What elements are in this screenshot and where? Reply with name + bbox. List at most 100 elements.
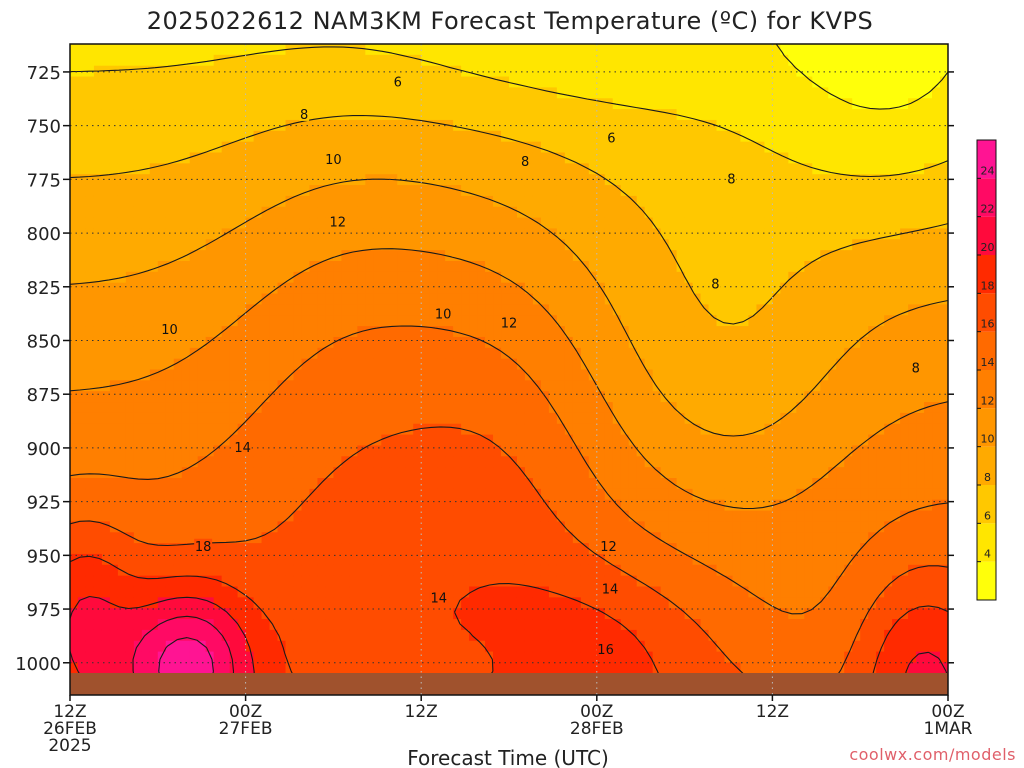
temperature-cell (261, 44, 271, 56)
temperature-cell (125, 619, 135, 631)
temperature-cell (684, 76, 694, 88)
temperature-cell (644, 76, 654, 88)
temperature-cell (532, 271, 542, 284)
temperature-cell (580, 347, 590, 360)
temperature-cell (293, 499, 303, 512)
temperature-cell (485, 130, 494, 143)
temperature-cell (357, 445, 366, 457)
temperature-cell (509, 597, 518, 609)
temperature-cell (636, 445, 646, 457)
temperature-cell (277, 347, 287, 360)
temperature-cell (149, 380, 159, 392)
temperature-cell (325, 488, 334, 501)
temperature-cell (445, 651, 454, 664)
temperature-cell (301, 98, 311, 110)
temperature-cell (501, 44, 510, 56)
temperature-cell (277, 195, 287, 208)
temperature-cell (365, 163, 374, 175)
temperature-cell (692, 261, 702, 273)
temperature-cell (493, 250, 502, 262)
temperature-cell (349, 488, 358, 501)
temperature-cell (532, 575, 542, 588)
temperature-cell (532, 423, 542, 436)
temperature-cell (77, 434, 87, 447)
temperature-cell (580, 434, 590, 447)
temperature-cell (301, 87, 311, 99)
temperature-cell (445, 608, 454, 620)
temperature-cell (485, 586, 494, 598)
temperature-cell (716, 488, 726, 501)
temperature-cell (716, 119, 726, 132)
temperature-cell (588, 206, 598, 219)
temperature-cell (277, 434, 287, 447)
temperature-cell (556, 217, 566, 230)
temperature-cell (389, 98, 398, 110)
temperature-cell (101, 412, 111, 425)
temperature-cell (253, 54, 263, 67)
temperature-cell (564, 130, 574, 143)
temperature-cell (604, 261, 614, 273)
temperature-cell (564, 640, 574, 653)
temperature-cell (109, 586, 119, 598)
temperature-cell (700, 510, 710, 522)
temperature-cell (564, 521, 574, 533)
temperature-cell (381, 391, 390, 403)
temperature-cell (301, 195, 311, 208)
temperature-cell (389, 304, 398, 316)
temperature-cell (149, 271, 159, 284)
temperature-cell (732, 206, 742, 219)
temperature-cell (652, 597, 662, 609)
temperature-cell (205, 445, 215, 457)
temperature-cell (269, 575, 279, 588)
temperature-cell (293, 109, 303, 121)
temperature-cell (612, 347, 622, 360)
temperature-cell (413, 87, 422, 99)
temperature-cell (532, 261, 542, 273)
temperature-cell (325, 640, 334, 653)
temperature-cell (588, 239, 598, 251)
temperature-cell (173, 402, 183, 414)
temperature-cell (301, 293, 311, 305)
temperature-cell (676, 521, 686, 533)
temperature-cell (493, 412, 502, 425)
temperature-cell (301, 629, 311, 642)
temperature-cell (197, 510, 207, 522)
temperature-cell (85, 293, 95, 305)
temperature-cell (540, 553, 550, 566)
temperature-cell (509, 174, 518, 186)
temperature-cell (660, 608, 670, 620)
temperature-cell (93, 130, 103, 143)
temperature-cell (317, 478, 327, 490)
temperature-cell (309, 87, 319, 99)
temperature-cell (389, 358, 398, 371)
temperature-cell (341, 315, 350, 327)
temperature-cell (237, 629, 247, 642)
temperature-cell (357, 553, 366, 566)
temperature-cell (692, 608, 702, 620)
temperature-cell (636, 488, 646, 501)
temperature-cell (93, 553, 103, 566)
temperature-cell (365, 119, 374, 132)
temperature-cell (109, 185, 119, 197)
temperature-cell (572, 141, 582, 154)
temperature-cell (365, 358, 374, 371)
temperature-cell (652, 163, 662, 175)
temperature-cell (173, 597, 183, 609)
temperature-cell (692, 543, 702, 555)
temperature-cell (660, 586, 670, 598)
temperature-cell (501, 662, 510, 674)
temperature-cell (556, 478, 566, 490)
temperature-cell (732, 98, 742, 110)
temperature-cell (70, 119, 79, 132)
temperature-cell (548, 619, 558, 631)
temperature-cell (269, 619, 279, 631)
temperature-cell (596, 521, 606, 533)
temperature-cell (580, 532, 590, 544)
temperature-cell (596, 119, 606, 132)
temperature-cell (413, 412, 422, 425)
temperature-cell (493, 651, 502, 664)
temperature-cell (277, 423, 287, 436)
temperature-cell (357, 195, 366, 208)
temperature-cell (437, 369, 446, 381)
temperature-cell (564, 109, 574, 121)
